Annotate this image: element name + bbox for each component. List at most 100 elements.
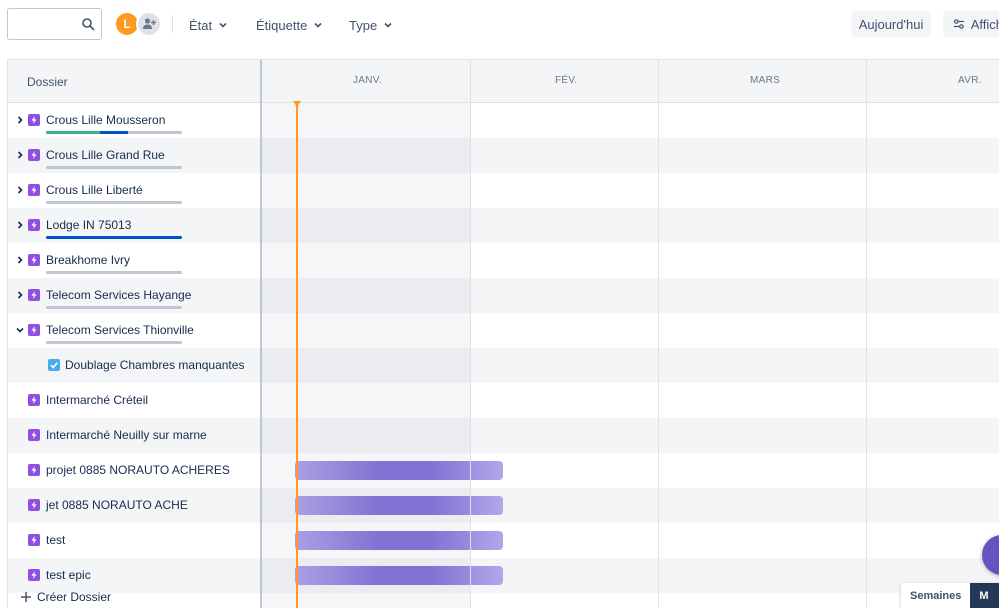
epic-lightning-icon bbox=[28, 254, 40, 266]
today-line bbox=[296, 103, 298, 608]
epic-row[interactable]: projet 0885 NORAUTO ACHERES bbox=[8, 453, 999, 488]
epic-row[interactable]: Intermarché Neuilly sur marne bbox=[8, 418, 999, 453]
chevron-right-icon[interactable] bbox=[15, 290, 25, 300]
today-button[interactable]: Aujourd'hui bbox=[851, 11, 931, 37]
epic-lightning-icon bbox=[28, 149, 40, 161]
epic-row[interactable]: Lodge IN 75013 bbox=[8, 208, 999, 243]
row-label-cell[interactable]: Doublage Chambres manquantes bbox=[8, 348, 260, 383]
search-box[interactable] bbox=[7, 8, 102, 40]
month-february: FÉV. bbox=[555, 75, 578, 86]
row-label-cell[interactable]: test epic bbox=[8, 558, 260, 593]
epic-row[interactable]: Breakhome Ivry bbox=[8, 243, 999, 278]
epic-lightning-icon bbox=[28, 114, 40, 126]
toolbar: L État Étiquette Type Aujourd'hui Affich bbox=[0, 0, 999, 48]
row-label-cell[interactable]: Crous Lille Liberté bbox=[8, 173, 260, 208]
epic-lightning-icon bbox=[28, 184, 40, 196]
task-checkbox-icon bbox=[48, 359, 60, 371]
row-label[interactable]: jet 0885 NORAUTO ACHE bbox=[46, 498, 188, 512]
row-label-cell[interactable]: Intermarché Créteil bbox=[8, 383, 260, 418]
row-label-cell[interactable]: Telecom Services Hayange bbox=[8, 278, 260, 313]
filter-etiquette[interactable]: Étiquette bbox=[256, 16, 323, 34]
row-label-cell[interactable]: Crous Lille Grand Rue bbox=[8, 138, 260, 173]
chevron-right-icon[interactable] bbox=[15, 185, 25, 195]
month-january: JANV. bbox=[353, 75, 382, 86]
chevron-right-icon[interactable] bbox=[15, 220, 25, 230]
epic-row[interactable]: Crous Lille Grand Rue bbox=[8, 138, 999, 173]
timeline-header: Dossier JANV. FÉV. MARS AVR. bbox=[8, 60, 999, 103]
sliders-icon bbox=[953, 19, 964, 29]
chevron-down-icon bbox=[219, 22, 227, 28]
row-label[interactable]: Lodge IN 75013 bbox=[46, 218, 132, 232]
chevron-right-icon[interactable] bbox=[15, 255, 25, 265]
roadmap: Dossier JANV. FÉV. MARS AVR. Crous Lille… bbox=[7, 59, 999, 608]
row-label-cell[interactable]: projet 0885 NORAUTO ACHERES bbox=[8, 453, 260, 488]
epic-row[interactable]: Telecom Services Thionville bbox=[8, 313, 999, 348]
epic-row[interactable]: Crous Lille Liberté bbox=[8, 173, 999, 208]
progress-bar bbox=[46, 341, 182, 344]
create-dossier-button[interactable]: Créer Dossier bbox=[20, 590, 111, 604]
row-label[interactable]: Breakhome Ivry bbox=[46, 253, 131, 267]
timeline-bar[interactable] bbox=[295, 461, 503, 480]
search-input[interactable] bbox=[14, 15, 84, 33]
progress-bar bbox=[46, 271, 182, 274]
epic-row[interactable]: jet 0885 NORAUTO ACHE bbox=[8, 488, 999, 523]
panel-resize-handle[interactable] bbox=[260, 60, 262, 608]
row-label-cell[interactable]: test bbox=[8, 523, 260, 558]
epic-lightning-icon bbox=[28, 289, 40, 301]
epic-lightning-icon bbox=[28, 569, 40, 581]
filter-etat[interactable]: État bbox=[189, 16, 228, 34]
progress-in-progress bbox=[100, 131, 128, 134]
row-label-cell[interactable]: Breakhome Ivry bbox=[8, 243, 260, 278]
row-label[interactable]: Doublage Chambres manquantes bbox=[65, 358, 245, 372]
month-march: MARS bbox=[750, 75, 781, 86]
row-label-cell[interactable]: Intermarché Neuilly sur marne bbox=[8, 418, 260, 453]
add-people-button[interactable] bbox=[136, 11, 162, 37]
row-label[interactable]: test epic bbox=[46, 568, 91, 582]
row-label-cell[interactable]: jet 0885 NORAUTO ACHE bbox=[8, 488, 260, 523]
chevron-down-icon bbox=[314, 22, 322, 28]
row-label-cell[interactable]: Crous Lille Mousseron bbox=[8, 103, 260, 138]
row-label[interactable]: test bbox=[46, 533, 66, 547]
timeline-bar[interactable] bbox=[295, 496, 503, 515]
epic-lightning-icon bbox=[28, 324, 40, 336]
plus-icon bbox=[21, 592, 31, 602]
progress-done bbox=[46, 131, 101, 134]
row-label-cell[interactable]: Lodge IN 75013 bbox=[8, 208, 260, 243]
progress-bar bbox=[46, 131, 182, 134]
chevron-down-icon[interactable] bbox=[15, 325, 25, 335]
zoom-switcher: Semaines M bbox=[901, 583, 999, 608]
current-month-shade bbox=[262, 103, 470, 608]
month-april: AVR. bbox=[958, 75, 982, 86]
row-label[interactable]: Telecom Services Hayange bbox=[46, 288, 192, 302]
row-label[interactable]: Crous Lille Mousseron bbox=[46, 113, 166, 127]
toolbar-divider bbox=[172, 15, 173, 33]
chevron-right-icon[interactable] bbox=[15, 115, 25, 125]
progress-bar bbox=[46, 166, 182, 169]
epic-lightning-icon bbox=[28, 394, 40, 406]
chevron-right-icon[interactable] bbox=[15, 150, 25, 160]
avatar[interactable]: L bbox=[114, 11, 140, 37]
row-label[interactable]: Telecom Services Thionville bbox=[46, 323, 194, 337]
epic-row[interactable]: Crous Lille Mousseron bbox=[8, 103, 999, 138]
row-label[interactable]: Intermarché Créteil bbox=[46, 393, 149, 407]
epic-row[interactable]: Telecom Services Hayange bbox=[8, 278, 999, 313]
row-label[interactable]: projet 0885 NORAUTO ACHERES bbox=[46, 463, 230, 477]
chevron-down-icon bbox=[384, 22, 392, 28]
zoom-weeks[interactable]: Semaines bbox=[901, 583, 971, 608]
epic-row[interactable]: Intermarché Créteil bbox=[8, 383, 999, 418]
row-label[interactable]: Intermarché Neuilly sur marne bbox=[46, 428, 207, 442]
view-settings-button[interactable]: Affich bbox=[943, 11, 999, 37]
zoom-months[interactable]: M bbox=[970, 583, 999, 608]
row-label[interactable]: Crous Lille Liberté bbox=[46, 183, 143, 197]
row-label-cell[interactable]: Telecom Services Thionville bbox=[8, 313, 260, 348]
row-label[interactable]: Crous Lille Grand Rue bbox=[46, 148, 165, 162]
epic-row[interactable]: test bbox=[8, 523, 999, 558]
progress-in-progress bbox=[46, 236, 182, 239]
filter-type[interactable]: Type bbox=[349, 16, 393, 34]
epic-row[interactable]: test epic bbox=[8, 558, 999, 593]
child-issue-row[interactable]: Doublage Chambres manquantes bbox=[8, 348, 999, 383]
timeline-bar[interactable] bbox=[295, 566, 503, 585]
timeline-bar[interactable] bbox=[295, 531, 503, 550]
column-header-dossier: Dossier bbox=[27, 75, 68, 89]
floating-action-button[interactable] bbox=[982, 535, 999, 575]
